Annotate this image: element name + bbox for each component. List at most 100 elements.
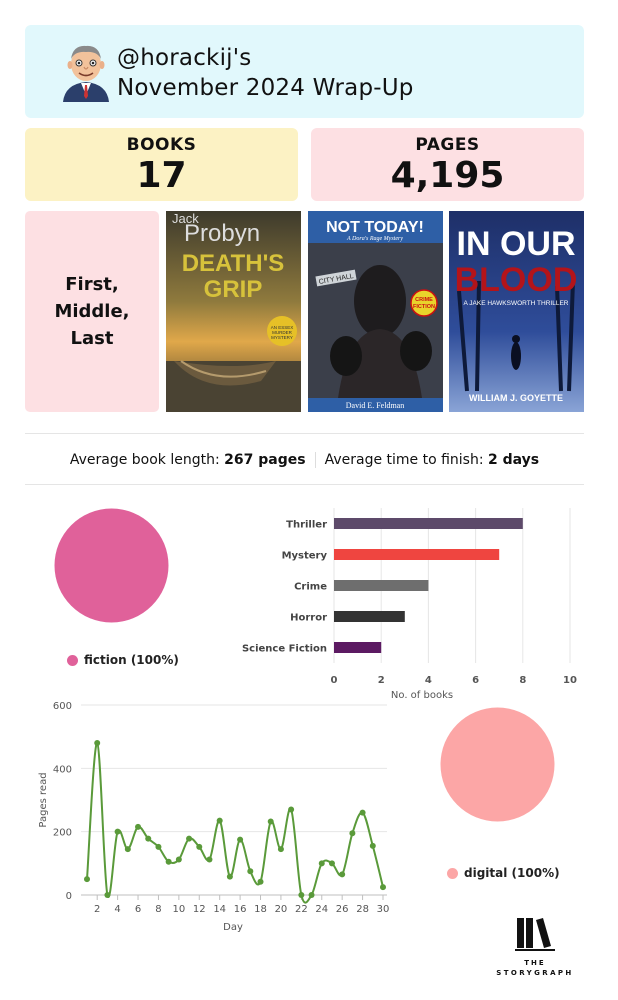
- pages-point[interactable]: [308, 892, 315, 898]
- genre-bar[interactable]: [334, 642, 382, 653]
- pages-point[interactable]: [277, 846, 284, 853]
- wrap-up-header: @horackij's November 2024 Wrap-Up: [25, 25, 584, 118]
- pages-x-tick: 30: [377, 904, 390, 915]
- cover2-author: David E. Feldman: [346, 401, 404, 410]
- storygraph-books-icon: [515, 918, 555, 951]
- pages-x-tick: 18: [254, 904, 267, 915]
- pages-point[interactable]: [267, 818, 274, 825]
- genre-x-tick: 10: [563, 675, 577, 686]
- pages-point[interactable]: [257, 878, 264, 885]
- pages-x-tick: 14: [213, 904, 226, 915]
- pie-slice-digital[interactable]: [440, 707, 555, 822]
- pages-y-tick: 0: [66, 891, 72, 902]
- pages-x-tick: 8: [155, 904, 161, 915]
- pages-y-tick: 600: [53, 701, 72, 712]
- avg-time-value: 2 days: [488, 451, 540, 468]
- pie-slice-fiction[interactable]: [54, 508, 169, 623]
- svg-text:MYSTERY: MYSTERY: [271, 335, 293, 340]
- pages-point[interactable]: [186, 835, 193, 842]
- cover2-subtitle: A Dora's Rage Mystery: [346, 236, 403, 242]
- pages-point[interactable]: [359, 809, 366, 816]
- divider-bottom: [25, 484, 584, 485]
- cover2-title: NOT TODAY!: [326, 219, 424, 236]
- genre-x-tick: 0: [331, 675, 338, 686]
- genre-category-label: Mystery: [282, 551, 328, 562]
- fiction-legend: fiction (100%): [67, 653, 179, 667]
- pages-point[interactable]: [247, 868, 254, 875]
- genre-bar[interactable]: [334, 611, 405, 622]
- pages-point[interactable]: [339, 871, 346, 878]
- genre-bar[interactable]: [334, 549, 500, 560]
- pages-point[interactable]: [206, 856, 213, 863]
- genre-x-axis-label: No. of books: [391, 690, 453, 701]
- avatar: [57, 40, 115, 102]
- pages-x-tick: 12: [193, 904, 206, 915]
- pages-point[interactable]: [165, 858, 172, 865]
- pages-x-tick: 26: [336, 904, 349, 915]
- pages-x-tick: 20: [275, 904, 288, 915]
- pages-x-tick: 28: [356, 904, 369, 915]
- averages-bar: Average book length: 267 pages Average t…: [25, 435, 584, 484]
- svg-text:MURDER: MURDER: [272, 330, 292, 335]
- pages-point[interactable]: [145, 835, 152, 842]
- cover1-author-first: Jack: [172, 211, 199, 226]
- pages-x-tick: 24: [315, 904, 328, 915]
- genre-x-tick: 6: [472, 675, 479, 686]
- divider-top: [25, 433, 584, 434]
- pages-point[interactable]: [328, 860, 335, 867]
- pages-x-tick: 4: [114, 904, 120, 915]
- pages-point[interactable]: [298, 892, 305, 898]
- pages-point[interactable]: [104, 892, 111, 898]
- pages-y-axis-label: Pages read: [38, 772, 49, 827]
- pages-point[interactable]: [124, 846, 131, 853]
- genre-x-tick: 4: [425, 675, 432, 686]
- pages-point[interactable]: [216, 817, 223, 824]
- cover3-title-line1: IN OUR: [457, 225, 576, 263]
- book-cover-first[interactable]: Jack Probyn DEATH'S GRIP AN ESSEX MURDER…: [166, 211, 301, 412]
- storygraph-logo[interactable]: THE STORYGRAPH: [490, 916, 580, 980]
- genre-bar-chart: 0 2 4 6 8 10 Thriller Mystery Crime Horror Science…: [242, 508, 577, 701]
- pages-point[interactable]: [349, 830, 356, 837]
- pages-point[interactable]: [155, 843, 162, 850]
- username-handle: @horackij's: [117, 45, 252, 71]
- genre-bar[interactable]: [334, 518, 523, 529]
- pages-point[interactable]: [369, 842, 376, 849]
- pages-x-tick: 6: [135, 904, 141, 915]
- books-stat-card: BOOKS 17: [25, 128, 298, 201]
- cover1-title-line1: DEATH'S: [182, 250, 285, 277]
- pages-point[interactable]: [196, 843, 203, 850]
- pages-point[interactable]: [175, 856, 182, 863]
- pages-x-tick: 22: [295, 904, 308, 915]
- avg-length-label: Average book length:: [69, 451, 220, 468]
- cover1-author-last: Probyn: [184, 220, 260, 247]
- pages-y-tick: 200: [53, 828, 72, 839]
- fiction-legend-label: fiction (100%): [84, 653, 179, 667]
- pages-x-tick: 2: [94, 904, 100, 915]
- genre-x-tick: 8: [519, 675, 526, 686]
- avg-length-value: 267 pages: [224, 451, 306, 468]
- book-cover-middle[interactable]: NOT TODAY! A Dora's Rage Mystery CITY HA…: [308, 211, 443, 412]
- pages-point[interactable]: [288, 806, 295, 813]
- genre-x-tick: 2: [378, 675, 385, 686]
- format-pie-chart: [440, 707, 555, 822]
- pages-point[interactable]: [114, 828, 121, 835]
- genre-category-label: Thriller: [286, 520, 327, 531]
- pages-point[interactable]: [237, 836, 244, 843]
- pages-point[interactable]: [380, 884, 386, 891]
- cover3-author: WILLIAM J. GOYETTE: [469, 393, 563, 403]
- pages-point[interactable]: [226, 873, 233, 880]
- pages-point[interactable]: [318, 860, 325, 867]
- pages-x-axis-label: Day: [223, 922, 243, 933]
- svg-text:CRIME: CRIME: [415, 297, 433, 303]
- digital-legend: digital (100%): [447, 866, 560, 880]
- book-cover-last[interactable]: IN OUR BLOOD A JAKE HAWKSWORTH THRILLER …: [449, 211, 584, 412]
- genre-bar[interactable]: [334, 580, 429, 591]
- pages-point[interactable]: [135, 823, 142, 830]
- pages-point[interactable]: [84, 876, 90, 883]
- pages-point[interactable]: [94, 740, 101, 746]
- wrap-up-title: November 2024 Wrap-Up: [117, 75, 414, 101]
- genre-category-label: Crime: [294, 582, 327, 593]
- storygraph-the: THE: [524, 959, 546, 967]
- cover3-title-line2: BLOOD: [455, 261, 578, 299]
